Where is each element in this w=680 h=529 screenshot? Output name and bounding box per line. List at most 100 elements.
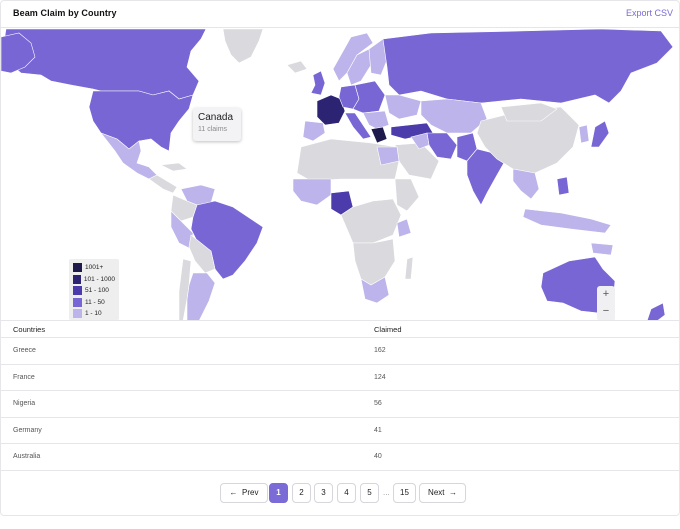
page-button-5[interactable]: 5 [360,483,379,503]
country-kazakhstan[interactable] [420,98,488,134]
country-japan[interactable] [590,120,610,148]
region-east-africa[interactable] [394,178,420,212]
legend-label: 1001+ [85,264,104,272]
country-italy[interactable] [344,112,372,140]
country-china[interactable] [476,106,580,174]
table-row: Australia 40 [1,444,679,471]
region-southeast-asia[interactable] [512,168,540,200]
legend-label: 51 - 100 [85,287,109,295]
table-row: Germany 41 [1,418,679,445]
map-tooltip: Canada 11 claims [193,108,241,141]
map-legend: 1001+ 101 - 1000 51 - 100 11 - 50 1 - 10 [69,259,119,320]
next-button[interactable]: Next → [419,483,466,503]
table-header: Countries Claimed [1,320,679,338]
table-row: Nigeria 56 [1,391,679,418]
legend-label: 101 - 1000 [83,275,115,283]
claims-card: Beam Claim by Country Export CSV [0,0,680,516]
country-canada[interactable] [2,29,207,100]
legend-item: 1 - 10 [73,308,115,320]
cell-claimed: 40 [374,453,382,461]
page-button-2[interactable]: 2 [292,483,311,503]
country-usa[interactable] [88,90,194,152]
card-header: Beam Claim by Country Export CSV [1,1,679,28]
tooltip-value: 11 claims [198,126,228,133]
world-map[interactable]: Canada 11 claims 1001+ 101 - 1000 51 - 1… [1,29,680,321]
legend-label: 11 - 50 [85,298,105,306]
country-madagascar[interactable] [404,256,414,280]
zoom-out-button[interactable]: − [602,305,610,317]
cell-claimed: 41 [374,426,382,434]
country-philippines[interactable] [556,176,570,196]
legend-label: 1 - 10 [85,310,102,318]
pagination-ellipsis: ... [383,488,390,497]
country-south-africa[interactable] [360,276,390,304]
cell-claimed: 56 [374,400,382,408]
legend-item: 1001+ [73,262,115,274]
country-new-zealand[interactable] [646,302,666,321]
arrow-right-icon: → [448,488,457,497]
country-india[interactable] [466,148,506,206]
table-row: Greece 162 [1,338,679,365]
table-row: France 124 [1,365,679,392]
cell-country: Greece [13,347,36,354]
region-southern-africa[interactable] [352,238,396,286]
country-spain[interactable] [302,120,326,142]
country-egypt[interactable] [376,146,400,166]
country-indonesia[interactable] [522,208,612,234]
column-header-countries[interactable]: Countries [13,325,46,334]
country-mongolia[interactable] [500,102,558,122]
page-button-15[interactable]: 15 [393,483,416,503]
country-iraq[interactable] [410,132,430,150]
region-central-america[interactable] [148,174,178,194]
arrow-left-icon: ← [229,488,238,497]
country-norway[interactable] [332,32,374,82]
legend-swatch [73,297,82,307]
legend-swatch [73,274,81,284]
cell-claimed: 162 [374,347,386,354]
country-russia[interactable] [382,29,674,104]
prev-label: Prev [242,488,259,497]
country-kenya[interactable] [396,218,412,238]
cell-claimed: 124 [374,373,386,381]
zoom-controls: + − [597,286,615,321]
world-map-svg[interactable] [1,29,680,321]
country-iceland[interactable] [286,60,308,74]
legend-swatch [73,263,82,273]
legend-item: 101 - 1000 [73,274,115,286]
column-header-claimed[interactable]: Claimed [374,325,402,334]
country-greenland[interactable] [222,29,264,64]
country-papua-new-guinea[interactable] [590,242,614,256]
claims-table: Countries Claimed Greece 162 France 124 … [1,320,679,471]
legend-item: 51 - 100 [73,285,115,297]
country-greece[interactable] [370,126,388,144]
country-korea[interactable] [578,124,590,144]
country-uk[interactable] [310,70,326,96]
cell-country: Germany [13,426,42,434]
tooltip-country: Canada [198,112,234,123]
region-balkans[interactable] [362,110,390,130]
cell-country: Australia [13,453,41,461]
cell-country: Nigeria [13,400,36,408]
cell-country: France [13,373,35,381]
prev-button[interactable]: ← Prev [220,483,268,503]
page-button-4[interactable]: 4 [337,483,356,503]
country-mexico[interactable] [100,132,158,180]
pagination: ← Prev 1 2 3 4 5 ... 15 Next → [1,483,679,505]
region-caribbean[interactable] [159,162,188,172]
legend-item: 11 - 50 [73,297,115,309]
card-title: Beam Claim by Country [13,8,117,18]
country-argentina[interactable] [186,272,216,321]
country-chile[interactable] [178,258,192,321]
legend-swatch [73,286,82,296]
page-button-3[interactable]: 3 [314,483,333,503]
zoom-in-button[interactable]: + [602,288,610,300]
export-csv-link[interactable]: Export CSV [625,8,673,18]
region-west-africa[interactable] [292,178,332,206]
page-button-1[interactable]: 1 [269,483,288,503]
country-usa-alaska[interactable] [1,32,36,74]
next-label: Next [428,488,445,497]
country-ukraine[interactable] [384,94,422,120]
country-france[interactable] [316,94,346,126]
legend-swatch [73,309,82,319]
country-brazil[interactable] [190,200,264,280]
